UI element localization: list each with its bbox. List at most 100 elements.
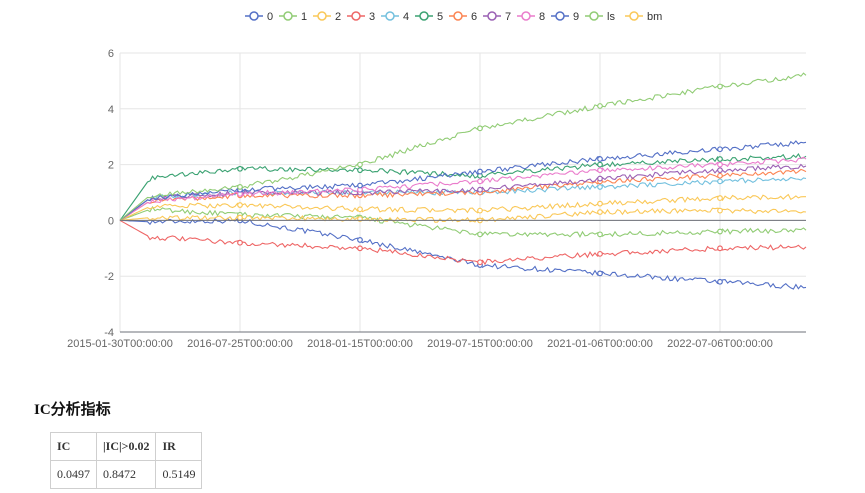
header-ir: IR — [155, 432, 203, 461]
legend-label: 9 — [573, 11, 579, 23]
legend-label: 3 — [369, 11, 375, 23]
x-tick-label: 2022-07-06T00:00:00 — [667, 338, 773, 350]
x-tick-label: 2021-01-06T00:00:00 — [547, 338, 653, 350]
legend-item-3[interactable]: 3 — [347, 11, 375, 23]
series-point-ls — [477, 125, 483, 132]
legend-item-5[interactable]: 5 — [415, 11, 443, 23]
legend-swatch-marker — [351, 11, 361, 21]
series-point-ls — [597, 103, 603, 109]
series-line-5 — [119, 153, 807, 221]
series-point-9 — [357, 182, 363, 189]
series-point-2 — [717, 195, 723, 201]
legend-label: 4 — [403, 11, 409, 23]
legend-item-7[interactable]: 7 — [483, 11, 511, 23]
series-point-bm — [597, 209, 603, 215]
legend-item-1[interactable]: 1 — [279, 11, 307, 23]
series-point-3 — [237, 239, 243, 246]
series-point-4 — [597, 184, 603, 190]
y-tick-label: 2 — [108, 160, 114, 172]
series-point-bm — [717, 207, 723, 214]
series-point-3 — [477, 259, 483, 266]
legend-swatch-marker — [249, 11, 259, 21]
legend-swatch-marker — [629, 11, 639, 21]
series-line-bm — [119, 207, 807, 223]
series-point-3 — [717, 245, 723, 252]
header-abs-ic: |IC|>0.02 — [95, 432, 157, 461]
legend-label: ls — [607, 11, 615, 23]
ic-metrics-table: IC |IC|>0.02 IR 0.0497 0.8472 0.5149 — [50, 432, 203, 489]
y-tick-label: -4 — [104, 327, 114, 339]
x-tick-label: 2019-07-15T00:00:00 — [427, 338, 533, 350]
series-point-bm — [237, 214, 243, 221]
legend-swatch-marker — [555, 11, 565, 21]
series-point-0 — [597, 270, 603, 277]
section-title: IC分析指标 — [34, 402, 111, 418]
series-lines — [119, 72, 807, 290]
x-tick-label: 2016-07-25T00:00:00 — [187, 338, 293, 350]
series-line-9 — [119, 140, 807, 221]
series-point-5 — [357, 167, 363, 174]
series-point-8 — [477, 178, 483, 185]
legend-swatch-marker — [521, 11, 531, 21]
series-point-2 — [597, 200, 603, 207]
table-row: 0.0497 0.8472 0.5149 — [50, 460, 203, 489]
chart-axes: -4 -2 0 2 4 6 2015-01-30T00:00:00 2016-07-25T00… — [67, 48, 806, 350]
cell-ir: 0.5149 — [155, 460, 203, 489]
legend-item-0[interactable]: 0 — [245, 11, 273, 23]
chart-legend: 0 1 2 3 4 5 6 7 8 9 ls bm — [245, 11, 662, 23]
legend-item-ls[interactable]: ls — [585, 11, 615, 23]
x-tick-label: 2018-01-15T00:00:00 — [307, 338, 413, 350]
legend-label: 7 — [505, 11, 511, 23]
y-tick-label: 4 — [108, 104, 114, 116]
legend-item-bm[interactable]: bm — [625, 11, 662, 23]
legend-item-2[interactable]: 2 — [313, 11, 341, 23]
series-point-1 — [477, 231, 483, 238]
series-point-2 — [237, 202, 243, 208]
series-point-8 — [597, 167, 603, 174]
legend-swatch-marker — [487, 11, 497, 21]
legend-swatch-marker — [317, 11, 327, 21]
series-point-5 — [597, 161, 603, 168]
series-point-3 — [357, 245, 363, 252]
series-point-2 — [357, 206, 363, 213]
legend-label: 6 — [471, 11, 477, 23]
series-point-5 — [237, 165, 243, 172]
cell-ic: 0.0497 — [50, 460, 97, 489]
legend-item-6[interactable]: 6 — [449, 11, 477, 23]
legend-item-9[interactable]: 9 — [551, 11, 579, 23]
legend-item-8[interactable]: 8 — [517, 11, 545, 23]
y-tick-label: 6 — [108, 48, 114, 60]
series-point-9 — [597, 156, 603, 162]
series-point-9 — [477, 168, 483, 175]
series-line-ls — [119, 72, 807, 221]
cell-abs-ic: 0.8472 — [95, 460, 157, 489]
series-point-3 — [597, 250, 603, 257]
legend-swatch-marker — [385, 11, 395, 21]
series-point-6 — [717, 172, 723, 179]
series-point-0 — [357, 237, 363, 243]
legend-label: 5 — [437, 11, 443, 23]
series-point-1 — [597, 231, 603, 238]
legend-swatch-marker — [453, 11, 463, 21]
series-point-9 — [717, 146, 723, 153]
legend-label: 0 — [267, 11, 273, 23]
legend-item-4[interactable]: 4 — [381, 11, 409, 23]
series-point-1 — [717, 228, 723, 235]
series-point-7 — [477, 186, 483, 193]
legend-swatch-marker — [283, 11, 293, 21]
legend-label: 2 — [335, 11, 341, 23]
series-point-0 — [717, 278, 723, 285]
series-line-3 — [119, 219, 807, 266]
series-point-5 — [717, 156, 723, 162]
series-point-8 — [717, 161, 723, 168]
header-ic: IC — [50, 432, 97, 461]
legend-label: bm — [647, 11, 662, 23]
series-line-0 — [119, 217, 807, 290]
series-point-ls — [237, 184, 243, 190]
series-point-2 — [477, 207, 483, 214]
y-tick-label: 0 — [108, 215, 114, 227]
legend-swatch-marker — [419, 11, 429, 21]
series-point-ls — [717, 83, 723, 90]
x-tick-label: 2015-01-30T00:00:00 — [67, 338, 173, 350]
legend-label: 8 — [539, 11, 545, 23]
